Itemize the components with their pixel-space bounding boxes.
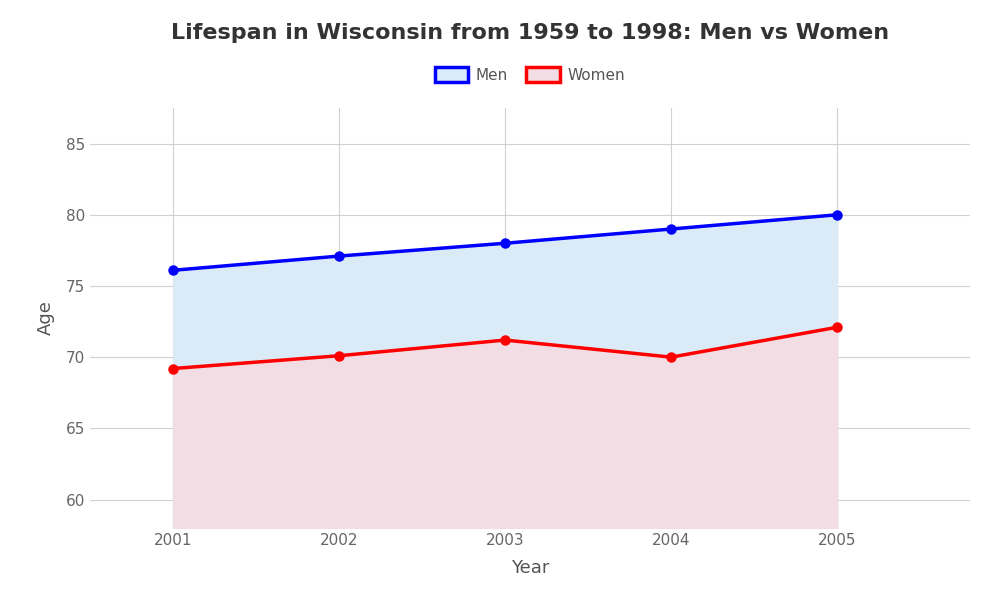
Y-axis label: Age: Age: [37, 301, 55, 335]
Title: Lifespan in Wisconsin from 1959 to 1998: Men vs Women: Lifespan in Wisconsin from 1959 to 1998:…: [171, 23, 889, 43]
X-axis label: Year: Year: [511, 559, 549, 577]
Legend: Men, Women: Men, Women: [429, 61, 631, 89]
